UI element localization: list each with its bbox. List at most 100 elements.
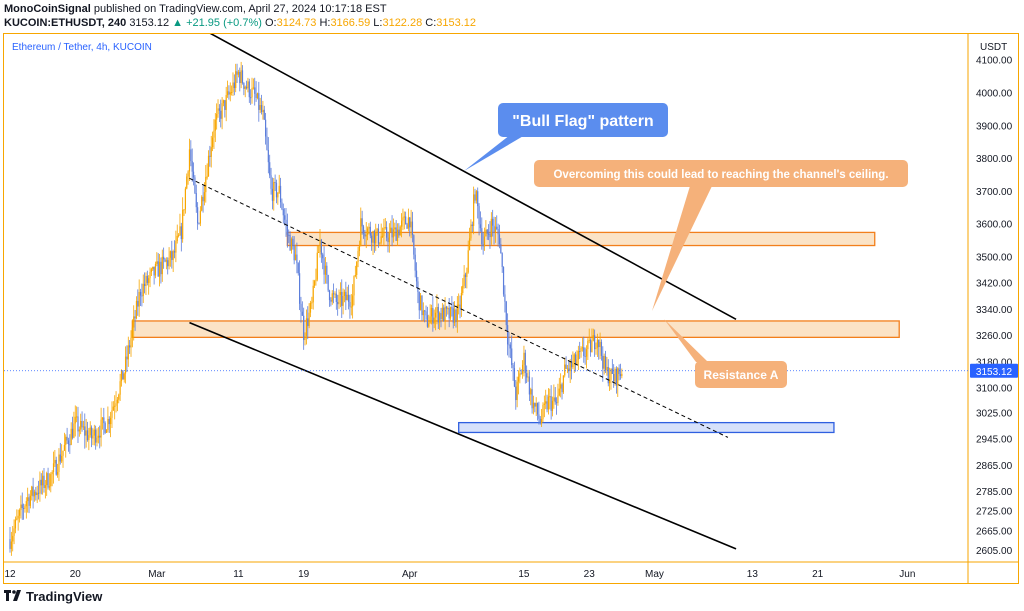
candle-body	[493, 225, 495, 233]
candle-body	[600, 341, 603, 356]
close-label: C:	[425, 17, 437, 29]
last-price: 3153.12	[129, 17, 170, 29]
candle-body	[148, 278, 150, 283]
candle-body	[300, 303, 302, 312]
candle-body	[236, 71, 238, 75]
candle-body	[521, 364, 524, 374]
candle-body	[97, 435, 99, 438]
candle-body	[144, 283, 146, 287]
candle-body	[353, 276, 355, 296]
candle-body	[228, 91, 230, 95]
candle-body	[406, 224, 408, 229]
candle-body	[16, 518, 18, 520]
candle-body	[509, 344, 511, 349]
candle-body	[138, 291, 140, 307]
candle-body	[347, 294, 350, 303]
candle-body	[526, 373, 528, 378]
tradingview-brand[interactable]: TradingView	[26, 589, 103, 604]
callout-overcoming-text: Overcoming this could lead to reaching t…	[553, 169, 888, 181]
candle-body	[566, 368, 569, 370]
candle-body	[86, 430, 89, 441]
candle-body	[100, 419, 102, 438]
candle-body	[61, 455, 63, 462]
candle-body	[322, 254, 324, 259]
candle-body	[226, 91, 229, 96]
candle-body	[12, 535, 14, 542]
candle-body	[460, 292, 463, 309]
candle-body	[70, 428, 72, 445]
candle-body	[111, 410, 113, 418]
candle-body	[440, 313, 442, 320]
candle-body	[195, 193, 197, 208]
candle-body	[50, 474, 52, 487]
candle-body	[554, 397, 556, 403]
candle-body	[284, 215, 286, 220]
candle-body	[583, 347, 585, 357]
candle-body	[501, 253, 503, 267]
candle-body	[247, 81, 249, 89]
candle-body	[309, 302, 312, 313]
candle-body	[414, 254, 416, 271]
candle-body	[172, 251, 174, 260]
candle-body	[396, 229, 399, 241]
y-tick-label: 3025.00	[976, 408, 1013, 419]
candle-body	[161, 256, 163, 275]
candle-body	[20, 504, 22, 511]
candle-body	[205, 176, 207, 193]
candle-body	[69, 444, 71, 446]
candle-body	[391, 227, 393, 238]
candle-body	[282, 209, 284, 216]
candle-body	[142, 283, 144, 296]
candle-body	[377, 228, 380, 244]
y-tick-label: 2605.00	[976, 546, 1013, 557]
candle-body	[388, 232, 390, 243]
callout-pointer	[464, 135, 525, 171]
candle-body	[105, 430, 108, 433]
candle-body	[473, 194, 475, 226]
y-tick-label: 2725.00	[976, 507, 1013, 518]
candle-body	[342, 295, 344, 306]
candle-body	[156, 261, 158, 264]
candle-body	[500, 244, 502, 254]
candle-body	[490, 218, 492, 238]
candle-body	[263, 109, 265, 120]
candle-body	[108, 418, 110, 425]
candle-body	[439, 313, 441, 323]
candle-body	[160, 261, 162, 275]
candle-body	[173, 251, 176, 253]
candle-body	[31, 486, 33, 496]
candle-body	[371, 235, 373, 243]
candle-body	[233, 82, 235, 89]
candle-body	[46, 473, 48, 486]
candle-body	[565, 364, 567, 369]
candle-body	[330, 300, 332, 302]
candle-body	[482, 244, 484, 247]
candle-body	[278, 185, 280, 193]
candle-body	[9, 539, 11, 549]
candle-body	[304, 336, 306, 341]
callout-pointer	[652, 186, 712, 311]
candle-body	[619, 374, 622, 377]
candle-body	[413, 235, 415, 255]
candle-body	[346, 294, 348, 301]
candle-body	[432, 307, 434, 324]
author-name[interactable]: MonoCoinSignal	[4, 3, 91, 15]
plot-area	[4, 34, 968, 556]
candle-body	[441, 307, 443, 320]
candle-body	[430, 307, 433, 317]
candle-body	[425, 311, 427, 316]
candle-body	[146, 275, 148, 283]
chart-frame	[3, 33, 1019, 584]
candle-body	[150, 269, 153, 272]
candle-body	[39, 479, 41, 494]
candle-body	[78, 429, 80, 432]
candle-body	[145, 275, 147, 287]
candle-body	[271, 188, 274, 201]
price-change: ▲ +21.95 (+0.7%)	[172, 17, 262, 29]
candle-body	[560, 384, 562, 389]
candle-body	[364, 233, 366, 237]
x-tick-label: Jun	[899, 569, 915, 580]
candle-body	[477, 191, 479, 207]
candle-body	[534, 402, 536, 407]
